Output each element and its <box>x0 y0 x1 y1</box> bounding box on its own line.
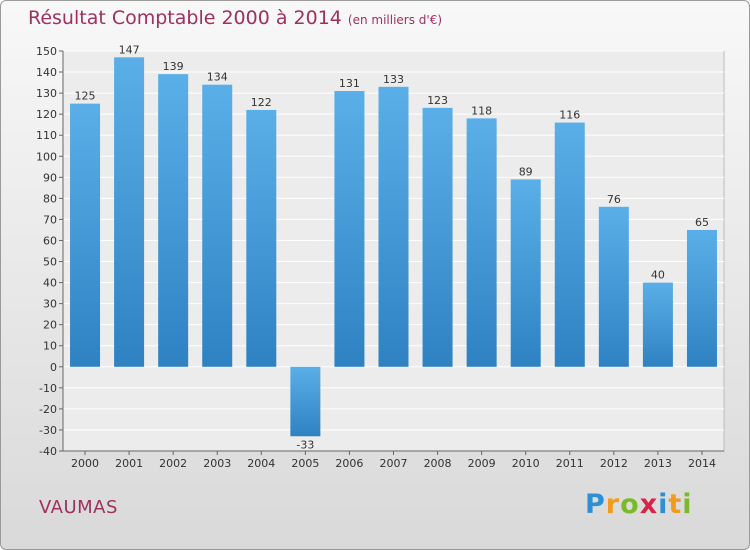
y-tick-label: 10 <box>43 340 57 353</box>
data-label: 125 <box>75 90 96 103</box>
data-label: 131 <box>339 77 360 90</box>
x-tick-label: 2009 <box>468 457 496 470</box>
proxiti-logo: Proxiti <box>585 489 693 520</box>
y-tick-label: 70 <box>43 213 57 226</box>
chart-title: Résultat Comptable 2000 à 2014 (en millie… <box>28 7 442 29</box>
x-tick-label: 2011 <box>556 457 584 470</box>
data-label: 76 <box>607 193 621 206</box>
x-tick-label: 2002 <box>159 457 187 470</box>
y-tick-label: 150 <box>36 45 57 58</box>
data-label: 118 <box>471 104 492 117</box>
commune-name: VAUMAS <box>39 497 118 518</box>
x-tick-label: 2005 <box>291 457 319 470</box>
y-tick-label: 20 <box>43 319 57 332</box>
data-label: 134 <box>207 71 228 84</box>
bar <box>246 109 277 367</box>
data-label: 122 <box>251 96 272 109</box>
title-text: Résultat Comptable 2000 à 2014 <box>28 7 342 29</box>
x-tick-label: 2000 <box>71 457 99 470</box>
bar <box>510 179 541 367</box>
y-tick-label: 40 <box>43 277 57 290</box>
data-label: 65 <box>695 216 709 229</box>
y-tick-label: -30 <box>39 424 57 437</box>
data-label: 116 <box>559 109 580 122</box>
x-tick-label: 2008 <box>424 457 452 470</box>
logo-letter: P <box>585 489 606 520</box>
y-tick-label: 50 <box>43 256 57 269</box>
x-tick-label: 2007 <box>380 457 408 470</box>
y-tick-label: 130 <box>36 87 57 100</box>
bar <box>598 206 629 367</box>
bar <box>642 282 673 367</box>
bar <box>70 103 101 367</box>
x-tick-label: 2006 <box>335 457 363 470</box>
logo-letter: i <box>658 489 669 520</box>
bar <box>422 107 453 367</box>
chart-subtitle: (en milliers d'€) <box>347 13 443 27</box>
y-tick-label: -40 <box>39 445 57 458</box>
data-label: 123 <box>427 94 448 107</box>
data-label: 40 <box>651 269 665 282</box>
bar <box>334 91 365 367</box>
bar <box>466 118 497 367</box>
logo-letter: x <box>639 489 659 520</box>
logo-letter: r <box>605 489 621 520</box>
x-tick-label: 2013 <box>644 457 672 470</box>
y-tick-label: -20 <box>39 403 57 416</box>
y-tick-label: 0 <box>50 361 57 374</box>
x-tick-label: 2001 <box>115 457 143 470</box>
logo-letter: i <box>682 489 693 520</box>
data-label: 139 <box>163 60 184 73</box>
data-label: 147 <box>119 43 140 56</box>
y-tick-label: 120 <box>36 108 57 121</box>
bar <box>554 122 585 367</box>
x-tick-label: 2010 <box>512 457 540 470</box>
y-tick-label: 90 <box>43 171 57 184</box>
y-tick-label: -10 <box>39 382 57 395</box>
data-label: -33 <box>296 438 314 451</box>
bar <box>158 74 189 367</box>
data-label: 89 <box>519 165 533 178</box>
bar <box>686 229 717 367</box>
y-tick-label: 100 <box>36 150 57 163</box>
x-tick-label: 2014 <box>688 457 716 470</box>
y-tick-label: 60 <box>43 234 57 247</box>
y-tick-label: 110 <box>36 129 57 142</box>
logo-letter: t <box>668 489 683 520</box>
data-label: 133 <box>383 73 404 86</box>
bar <box>114 57 145 367</box>
y-tick-label: 140 <box>36 66 57 79</box>
bar <box>378 86 409 367</box>
x-tick-label: 2004 <box>247 457 275 470</box>
y-tick-label: 80 <box>43 192 57 205</box>
x-tick-label: 2012 <box>600 457 628 470</box>
x-tick-label: 2003 <box>203 457 231 470</box>
logo-letter: o <box>620 489 640 520</box>
bar <box>290 366 321 437</box>
bar <box>202 84 233 367</box>
y-tick-label: 30 <box>43 298 57 311</box>
